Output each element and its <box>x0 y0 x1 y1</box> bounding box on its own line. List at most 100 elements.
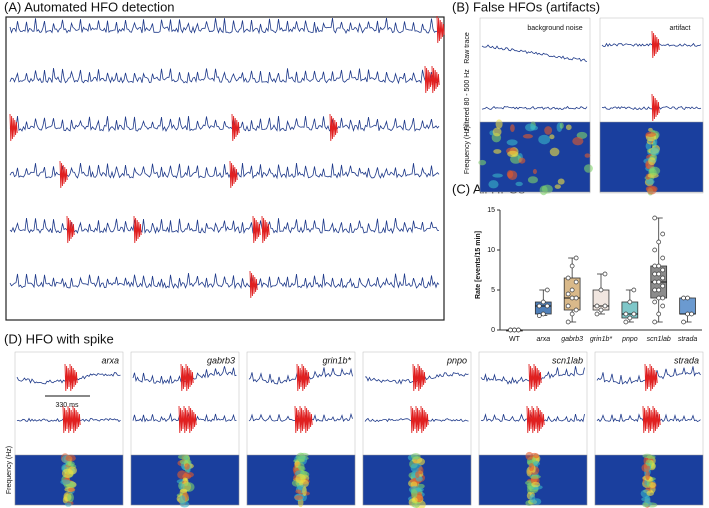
x-tick-label: arxa <box>536 336 550 343</box>
hfo-event <box>249 270 258 299</box>
hfo-event <box>649 363 658 392</box>
data-point <box>656 287 662 293</box>
hfo-event <box>231 113 240 142</box>
spectrogram-blob <box>415 471 420 478</box>
data-point <box>602 271 608 277</box>
y-tick-label: 10 <box>487 247 495 254</box>
data-point <box>685 295 690 301</box>
panel-title: (B) False HFOs (artifacts) <box>452 0 600 14</box>
hfo-event <box>533 363 542 392</box>
data-point <box>565 275 571 281</box>
spectrogram-blob <box>584 164 593 173</box>
hfo-event <box>417 363 426 392</box>
spectrogram-blob <box>650 147 660 156</box>
data-point <box>681 295 686 301</box>
spectrogram-blob <box>492 127 502 137</box>
spectrogram-blob <box>493 149 502 154</box>
spectrogram-blob <box>645 470 650 481</box>
spectrogram-blob <box>65 454 76 462</box>
data-point <box>660 231 666 237</box>
spectrogram-frame <box>14 454 124 506</box>
hfo-event <box>9 113 18 142</box>
data-point <box>627 299 633 305</box>
data-point <box>623 319 629 325</box>
data-point <box>660 303 666 309</box>
trace <box>601 106 702 111</box>
spectrogram-blob <box>61 468 74 478</box>
spectrogram-blob <box>646 186 657 195</box>
spectrogram-blob <box>495 119 503 129</box>
spectrogram-blob <box>418 466 424 475</box>
trace <box>601 42 702 47</box>
row-label: Frequency (Hz) <box>464 126 471 174</box>
hfo-event <box>133 215 142 244</box>
spectrogram-blob <box>584 153 591 158</box>
hfo-event <box>188 405 197 434</box>
spectrogram-blob <box>297 462 305 471</box>
hfo-event <box>66 215 75 244</box>
panel-title: (D) HFO with spike <box>4 331 114 346</box>
hfo-event <box>424 65 433 94</box>
data-point <box>594 311 600 317</box>
data-point <box>660 295 666 301</box>
spectrogram-blob <box>177 470 187 480</box>
row-label: Filtered 80 - 500 Hz <box>464 69 471 131</box>
data-point <box>565 319 571 325</box>
data-point <box>652 319 658 325</box>
data-point <box>652 263 658 269</box>
spectrogram-frame <box>246 454 356 506</box>
x-tick-label: strada <box>678 336 698 343</box>
data-point <box>652 299 658 305</box>
spectrogram-blob <box>646 490 654 496</box>
spectrogram-blob <box>302 486 307 497</box>
data-point <box>508 327 513 333</box>
spectrogram-blob <box>565 124 572 131</box>
spectrogram-blob <box>67 487 76 492</box>
x-tick-label: grin1b* <box>590 336 612 343</box>
spectrogram-blob <box>554 184 561 189</box>
data-point <box>631 311 637 317</box>
data-point <box>627 315 633 321</box>
data-point <box>602 303 608 309</box>
spectrogram-blob <box>295 473 306 484</box>
data-point <box>660 267 666 273</box>
data-point <box>573 255 579 261</box>
data-point <box>656 239 662 245</box>
spectrogram-blob <box>67 492 74 503</box>
spectrogram-blob <box>518 157 526 164</box>
spectrogram-blob <box>182 477 188 482</box>
gene-label: gabrb3 <box>207 355 235 365</box>
data-point <box>573 295 579 301</box>
data-point <box>565 291 571 297</box>
data-point <box>540 299 546 305</box>
spectrogram-blob <box>648 127 653 132</box>
panel-title: (A) Automated HFO detection <box>4 0 175 14</box>
data-point <box>544 287 550 293</box>
spectrogram-blob <box>648 157 656 166</box>
data-point <box>540 311 546 317</box>
spectrogram-blob <box>522 134 534 139</box>
gene-label: scn1lab <box>552 355 583 365</box>
trace <box>9 116 440 133</box>
spectrogram-blob <box>648 166 661 175</box>
hfo-event <box>652 405 661 434</box>
spectrogram-frame <box>130 454 240 506</box>
data-point <box>685 311 690 317</box>
gene-label: pnpo <box>446 355 467 365</box>
data-point <box>656 271 662 277</box>
data-point <box>565 303 571 309</box>
row-label: Raw trace <box>464 32 471 64</box>
box <box>679 297 696 315</box>
hfo-event <box>420 405 429 434</box>
data-point <box>569 295 575 301</box>
data-point <box>623 311 629 317</box>
spectrogram-blob <box>184 463 190 470</box>
hfo-event <box>651 93 660 122</box>
spectrogram-frame <box>362 454 472 506</box>
data-point <box>656 279 662 285</box>
spectrogram-blob <box>528 463 535 472</box>
spectrogram-blob <box>559 122 564 129</box>
x-tick-label: gabrb3 <box>561 336 583 343</box>
data-point <box>516 327 521 333</box>
hfo-event <box>229 160 238 189</box>
